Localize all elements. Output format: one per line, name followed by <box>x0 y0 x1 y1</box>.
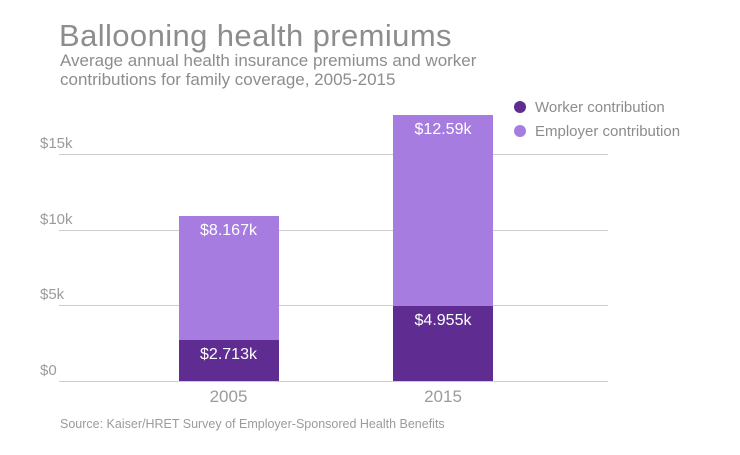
x-axis-tick-label-2015: 2015 <box>424 387 462 406</box>
chart-title: Ballooning health premiums <box>59 18 452 53</box>
y-axis-tick-label: $10k <box>40 211 73 228</box>
legend-label: Employer contribution <box>535 122 681 140</box>
bar-segment-value-label: $4.955k <box>414 312 472 329</box>
bar-segment-2015-worker: $4.955k <box>393 306 493 381</box>
legend-swatch-circle-icon <box>514 101 526 113</box>
gridline-0 <box>59 381 608 382</box>
legend-item: Employer contribution <box>514 119 680 143</box>
bar-segment-value-label: $12.59k <box>414 121 472 138</box>
y-axis-tick-label: $5k <box>40 286 65 303</box>
x-axis-tick-label-2005: 2005 <box>209 387 248 406</box>
source-note: Source: Kaiser/HRET Survey of Employer-S… <box>60 417 445 431</box>
bar-segment-2015-employer: $12.59k <box>393 115 493 306</box>
legend-swatch-circle-icon <box>514 125 526 137</box>
chart-subtitle: Average annual health insurance premiums… <box>60 51 476 89</box>
legend: Worker contribution Employer contribution <box>514 95 680 143</box>
gridline-15k <box>59 154 608 155</box>
bar-segment-value-label: $8.167k <box>200 222 257 239</box>
gridline-5k <box>59 305 608 306</box>
legend-label: Worker contribution <box>535 98 665 116</box>
chart-subtitle-line1: Average annual health insurance premiums… <box>60 51 477 70</box>
chart-subtitle-line2: contributions for family coverage, 2005-… <box>60 70 396 89</box>
legend-item: Worker contribution <box>514 95 680 119</box>
bar-segment-2005-employer: $8.167k <box>178 216 279 340</box>
bar-segment-2005-worker: $2.713k <box>178 340 279 381</box>
y-axis-tick-label: $15k <box>40 135 73 152</box>
y-axis-tick-label: $0 <box>40 362 57 379</box>
gridline-10k <box>59 230 608 231</box>
bar-segment-value-label: $2.713k <box>200 346 257 363</box>
